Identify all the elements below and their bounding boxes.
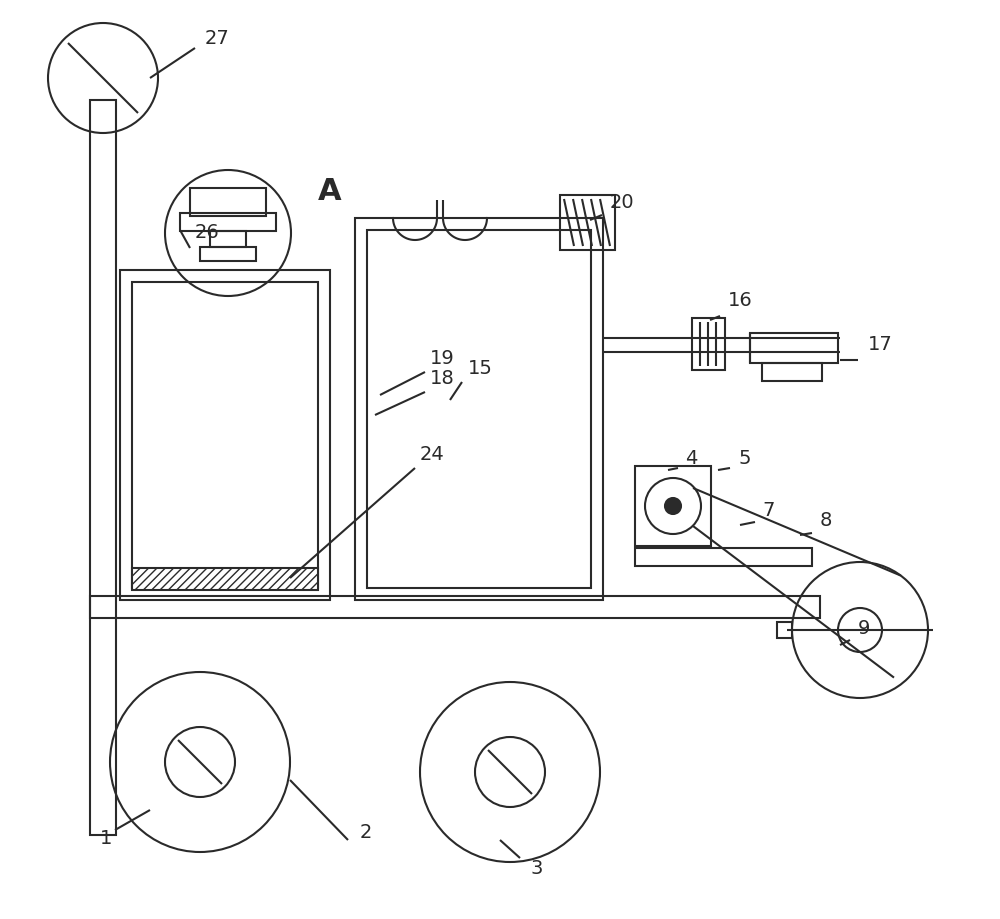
Bar — [635, 548, 812, 566]
Text: 8: 8 — [820, 510, 832, 529]
Circle shape — [665, 498, 681, 514]
Bar — [692, 318, 725, 370]
Bar — [90, 596, 820, 618]
Bar — [132, 282, 318, 588]
Bar — [762, 363, 822, 381]
Bar — [180, 213, 276, 231]
Bar — [190, 188, 266, 216]
Text: 3: 3 — [530, 858, 542, 878]
Bar — [777, 622, 792, 638]
Text: 16: 16 — [728, 290, 753, 310]
Text: A: A — [318, 177, 342, 207]
Bar — [120, 270, 330, 600]
Text: 2: 2 — [360, 823, 372, 842]
Text: 9: 9 — [858, 618, 870, 638]
Bar — [200, 247, 256, 261]
Text: 5: 5 — [738, 448, 750, 468]
Text: 7: 7 — [762, 501, 774, 519]
Bar — [132, 568, 318, 590]
Text: 1: 1 — [100, 829, 112, 847]
Text: 27: 27 — [205, 28, 230, 48]
Text: 24: 24 — [420, 446, 445, 464]
Text: 18: 18 — [430, 369, 455, 388]
Bar — [635, 466, 711, 546]
Text: 15: 15 — [468, 358, 493, 378]
Bar — [367, 230, 591, 588]
Bar — [210, 231, 246, 247]
Text: 4: 4 — [685, 448, 697, 468]
Text: 20: 20 — [610, 192, 635, 211]
Text: 19: 19 — [430, 348, 455, 368]
Bar — [90, 100, 116, 835]
Text: 26: 26 — [195, 222, 220, 242]
Bar — [355, 218, 603, 600]
Bar — [750, 333, 838, 363]
Text: 17: 17 — [868, 335, 893, 355]
Bar — [560, 195, 615, 250]
